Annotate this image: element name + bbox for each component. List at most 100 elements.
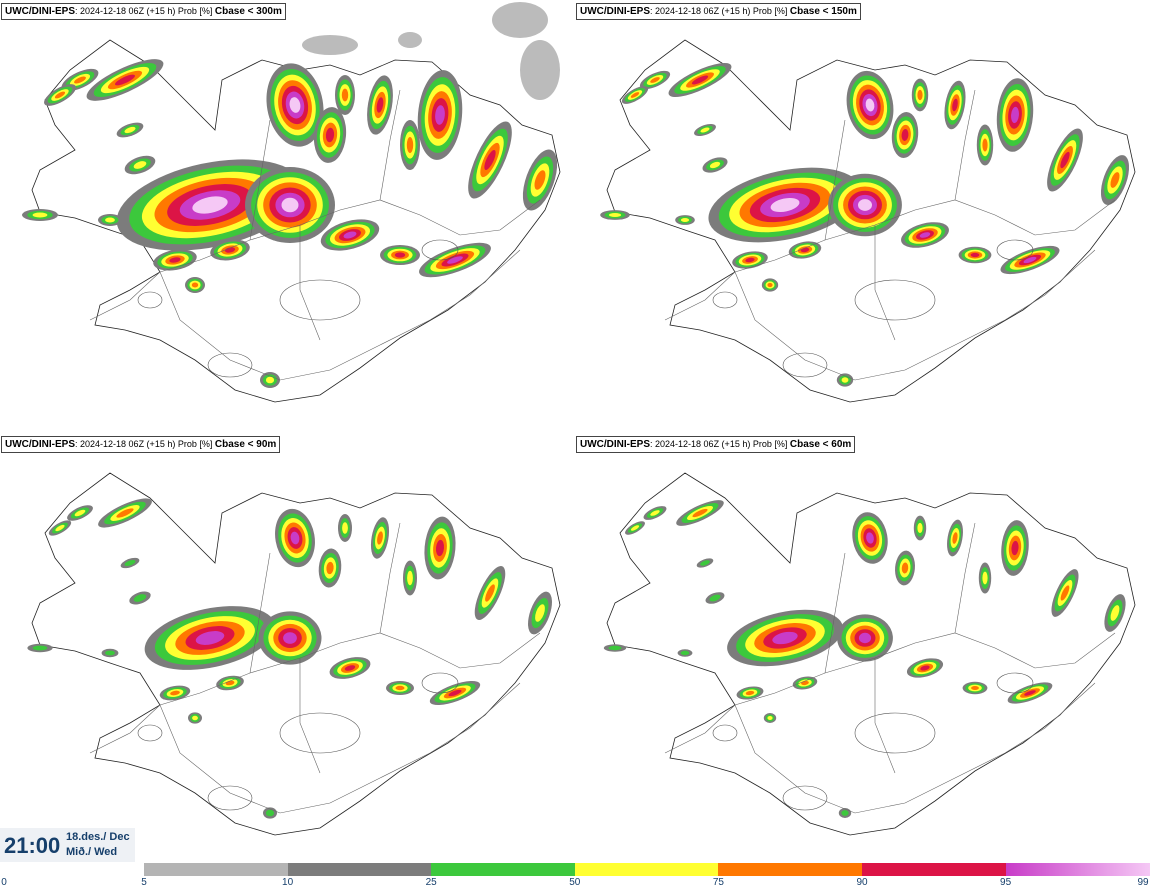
panel-title: UWC/DINI-EPS: 2024-12-18 06Z (+15 h) Pro… bbox=[576, 3, 861, 20]
probability-area bbox=[86, 59, 164, 101]
probability-contour bbox=[970, 252, 980, 258]
probability-area bbox=[732, 251, 768, 269]
road-line bbox=[299, 225, 321, 341]
probability-area bbox=[245, 167, 335, 243]
valid-date: 18.des./ Dec bbox=[66, 831, 130, 843]
probability-contour bbox=[55, 524, 65, 532]
probability-area bbox=[906, 658, 944, 678]
road-line bbox=[89, 199, 541, 321]
probability-area bbox=[761, 278, 779, 292]
iceland-map bbox=[27, 472, 561, 836]
run-info: 2024-12-18 06Z (+15 h) Prob [%] bbox=[80, 439, 213, 449]
probability-contour bbox=[133, 594, 147, 602]
threshold-label: Cbase < 60m bbox=[789, 439, 852, 450]
probability-area bbox=[603, 644, 627, 652]
probability-contour bbox=[534, 170, 546, 190]
probability-area bbox=[22, 209, 58, 221]
probability-area bbox=[318, 548, 342, 588]
map-panel-cbase-150: UWC/DINI-EPS: 2024-12-18 06Z (+15 h) Pro… bbox=[575, 0, 1150, 430]
panel-title: UWC/DINI-EPS: 2024-12-18 06Z (+15 h) Pro… bbox=[1, 436, 281, 453]
probability-area bbox=[367, 75, 393, 135]
colorbar-bin bbox=[862, 863, 1007, 876]
road-line bbox=[664, 199, 1116, 321]
probability-contour bbox=[1023, 256, 1037, 264]
probability-contour bbox=[858, 199, 872, 211]
probability-area bbox=[124, 155, 156, 175]
probability-contour bbox=[115, 74, 135, 86]
probability-contour bbox=[767, 282, 773, 288]
probability-area bbox=[1007, 682, 1053, 704]
probability-contour bbox=[772, 631, 798, 645]
probability-contour bbox=[692, 508, 708, 518]
probability-contour bbox=[919, 232, 931, 238]
lake-outline bbox=[782, 352, 828, 378]
model-name: UWC/DINI-EPS bbox=[5, 6, 75, 17]
probability-contour bbox=[192, 196, 228, 214]
road-line bbox=[89, 632, 541, 754]
lake-outline bbox=[137, 291, 163, 309]
probability-area bbox=[600, 210, 630, 220]
probability-area bbox=[116, 122, 144, 138]
iceland-map bbox=[600, 39, 1136, 403]
probability-contour bbox=[395, 685, 405, 691]
probability-contour bbox=[281, 197, 299, 213]
probability-contour bbox=[1110, 605, 1120, 621]
lake-outline bbox=[782, 785, 828, 811]
probability-area bbox=[185, 277, 205, 293]
probability-area bbox=[708, 167, 862, 243]
probability-contour bbox=[917, 522, 923, 534]
probability-area bbox=[639, 70, 671, 90]
probability-contour bbox=[709, 161, 721, 169]
probability-area bbox=[705, 592, 725, 604]
probability-contour bbox=[406, 137, 414, 153]
probability-area bbox=[996, 78, 1034, 152]
probability-colorbar bbox=[144, 863, 1150, 876]
probability-contour bbox=[343, 231, 357, 239]
probability-contour bbox=[448, 689, 462, 697]
lake-outline bbox=[854, 279, 936, 321]
probability-contour bbox=[982, 571, 988, 585]
colorbar-tick-label: 95 bbox=[1000, 877, 1012, 888]
probability-area bbox=[913, 515, 927, 541]
lake-outline bbox=[279, 279, 361, 321]
probability-area bbox=[947, 519, 963, 557]
probability-contour bbox=[608, 213, 622, 217]
lake-outline bbox=[207, 785, 253, 811]
road-line bbox=[734, 249, 1096, 381]
probability-area bbox=[978, 562, 992, 594]
probability-contour bbox=[767, 716, 773, 720]
probability-contour bbox=[435, 105, 445, 125]
probability-contour bbox=[290, 531, 300, 545]
probability-contour bbox=[289, 97, 301, 113]
road-line bbox=[159, 249, 521, 381]
probability-contour bbox=[858, 632, 872, 644]
probability-area bbox=[736, 686, 764, 700]
probability-contour bbox=[865, 98, 875, 112]
probability-contour bbox=[1060, 151, 1070, 169]
probability-contour bbox=[394, 252, 406, 258]
probability-contour bbox=[435, 539, 445, 557]
probability-contour bbox=[192, 715, 198, 721]
probability-area bbox=[958, 246, 992, 264]
probability-contour bbox=[971, 686, 979, 690]
probability-area bbox=[120, 557, 140, 569]
map-panel-cbase-90: UWC/DINI-EPS: 2024-12-18 06Z (+15 h) Pro… bbox=[0, 433, 575, 863]
fog-area bbox=[520, 40, 560, 100]
road-line bbox=[249, 119, 271, 241]
probability-contour bbox=[133, 161, 147, 169]
road-line bbox=[734, 682, 1096, 814]
colorbar-tick-label: 10 bbox=[282, 877, 294, 888]
panel-title: UWC/DINI-EPS: 2024-12-18 06Z (+15 h) Pro… bbox=[576, 436, 856, 453]
probability-contour bbox=[691, 75, 709, 85]
valid-day: Mið./ Wed bbox=[66, 846, 118, 858]
probability-contour bbox=[124, 560, 136, 566]
lake-outline bbox=[207, 352, 253, 378]
lake-outline bbox=[137, 724, 163, 742]
probability-area bbox=[329, 657, 371, 679]
threshold-label: Cbase < 90m bbox=[214, 439, 277, 450]
probability-area bbox=[702, 157, 728, 173]
colorbar-tick-label: 99 bbox=[1137, 877, 1149, 888]
probability-contour bbox=[191, 282, 199, 288]
probability-area bbox=[1104, 594, 1126, 632]
probability-area bbox=[621, 86, 649, 104]
